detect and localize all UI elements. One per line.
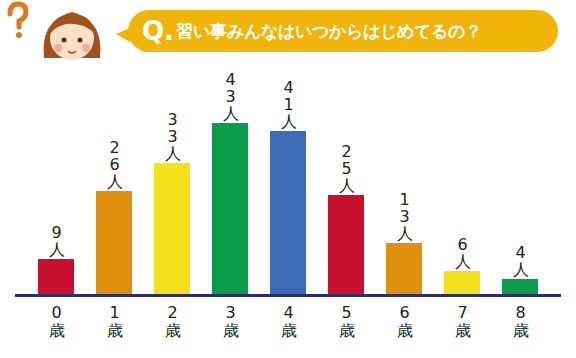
svg-text:2歳: 2歳 <box>165 303 181 340</box>
svg-text:4歳: 4歳 <box>281 303 297 340</box>
svg-text:6人: 6人 <box>455 235 471 271</box>
svg-text:0歳: 0歳 <box>49 303 65 340</box>
svg-text:9人: 9人 <box>49 223 65 259</box>
svg-text:7歳: 7歳 <box>455 303 471 340</box>
svg-text:41人: 41人 <box>281 78 297 131</box>
svg-text:5歳: 5歳 <box>339 303 355 340</box>
svg-text:6歳: 6歳 <box>397 303 413 340</box>
svg-text:26人: 26人 <box>107 138 123 191</box>
svg-text:3歳: 3歳 <box>223 303 239 340</box>
html-text:Q.習い事みんなはいつからはじめてるの？: Q.習い事みんなはいつからはじめてるの？ <box>142 16 482 46</box>
svg-text:33人: 33人 <box>165 110 181 163</box>
svg-text:43人: 43人 <box>223 70 239 123</box>
svg-text:4人: 4人 <box>513 243 529 279</box>
svg-text:8歳: 8歳 <box>513 303 529 340</box>
svg-text:1歳: 1歳 <box>107 303 123 340</box>
svg-text:25人: 25人 <box>339 142 355 195</box>
svg-text:13人: 13人 <box>397 190 413 243</box>
